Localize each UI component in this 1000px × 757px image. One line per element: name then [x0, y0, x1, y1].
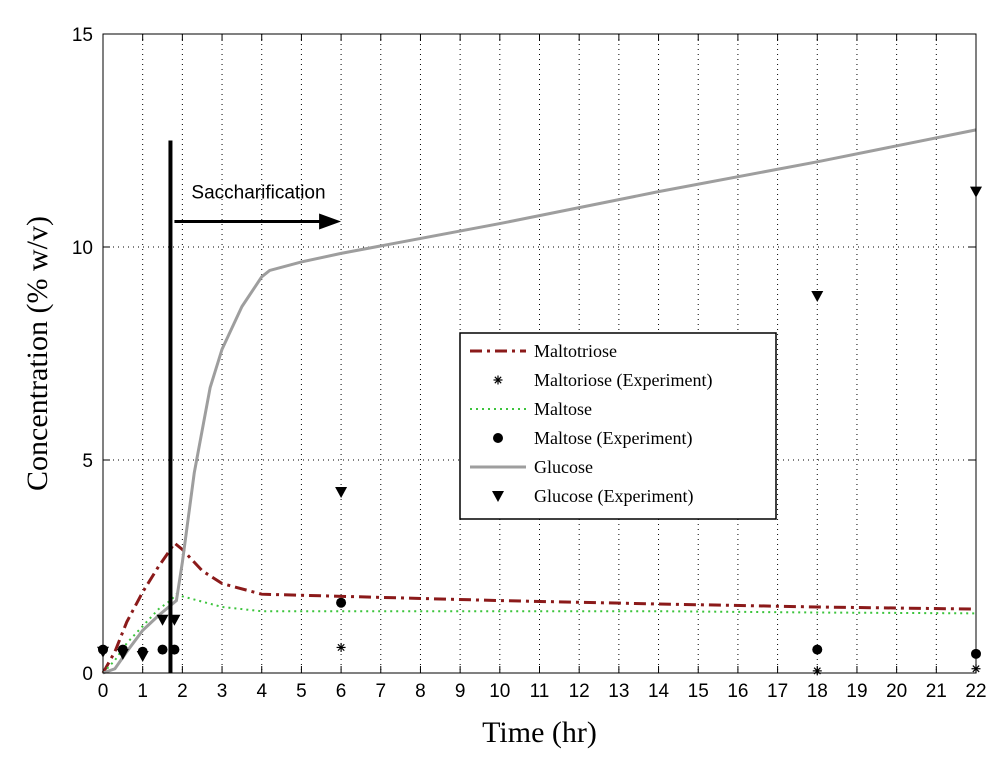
y-tick-label: 5: [82, 451, 93, 472]
point-glucose-experiment: [156, 614, 169, 626]
x-tick-label: 16: [727, 681, 748, 702]
annotation: Saccharification: [168, 140, 342, 673]
x-tick-label: 21: [926, 681, 947, 702]
point-glucose-experiment: [116, 648, 129, 660]
legend-box: [459, 332, 777, 520]
legend: Maltotriose Maltoriose (Experiment) Maltos…: [459, 332, 777, 520]
x-tick-label: 3: [217, 681, 228, 702]
series-maltotriose-line: [101, 540, 977, 674]
legend-label: Maltose (Experiment): [534, 428, 692, 449]
x-tick-label: 18: [807, 681, 828, 702]
grid: [103, 34, 976, 673]
legend-label: Maltotriose: [534, 341, 617, 361]
x-tick-label: 6: [336, 681, 347, 702]
x-tick-label: 17: [767, 681, 788, 702]
series-glucose-line: [102, 128, 977, 675]
x-tick-label: 14: [648, 681, 670, 702]
axis-ticks: 0 1 2 3 4 5 6 7 8 9 10 11 12 13 14 15 16 17 18 19 20 21 220510…: [72, 25, 987, 702]
x-tick-label: 8: [415, 681, 426, 702]
saccharification-arrowhead: [319, 213, 342, 230]
x-tick-label: 4: [256, 681, 267, 702]
point-glucose-experiment: [335, 486, 348, 498]
point-maltose-experiment: [157, 644, 168, 655]
legend-swatch-glucose-experiment: [492, 491, 504, 502]
point-maltose-experiment: [336, 597, 347, 608]
legend-swatch-maltoriose-experiment: [493, 375, 503, 385]
x-tick-label: 7: [375, 681, 386, 702]
point-glucose-experiment: [811, 290, 824, 302]
x-tick-label: 5: [296, 681, 307, 702]
legend-label: Maltoriose (Experiment): [534, 370, 712, 391]
saccharification-label: Saccharification: [191, 182, 325, 203]
y-tick-label: 0: [82, 664, 93, 685]
legend-label: Glucose: [534, 457, 593, 477]
y-tick-label: 10: [72, 238, 93, 259]
x-tick-label: 20: [886, 681, 907, 702]
x-tick-label: 2: [177, 681, 188, 702]
x-tick-label: 9: [455, 681, 466, 702]
point-glucose-experiment: [136, 650, 149, 662]
x-tick-label: 12: [569, 681, 590, 702]
x-tick-label: 0: [98, 681, 109, 702]
y-tick-label: 15: [72, 25, 93, 46]
x-tick-label: 13: [608, 681, 629, 702]
x-tick-label: 1: [137, 681, 148, 702]
x-tick-label: 19: [846, 681, 867, 702]
x-tick-label: 15: [688, 681, 709, 702]
y-axis-label: Concentration (% w/v): [21, 216, 54, 491]
series-maltose-line: [102, 593, 977, 674]
legend-swatch-maltose-experiment: [493, 433, 503, 443]
point-maltose-experiment: [812, 644, 823, 655]
x-tick-label: 11: [530, 681, 550, 702]
x-axis-label: Time (hr): [482, 716, 597, 749]
legend-label: Glucose (Experiment): [534, 486, 693, 507]
legend-label: Maltose: [534, 399, 592, 419]
x-tick-label: 10: [489, 681, 510, 702]
series-layer: [97, 128, 982, 676]
point-maltoriose-experiment: [336, 642, 346, 652]
x-tick-label: 22: [965, 681, 986, 702]
